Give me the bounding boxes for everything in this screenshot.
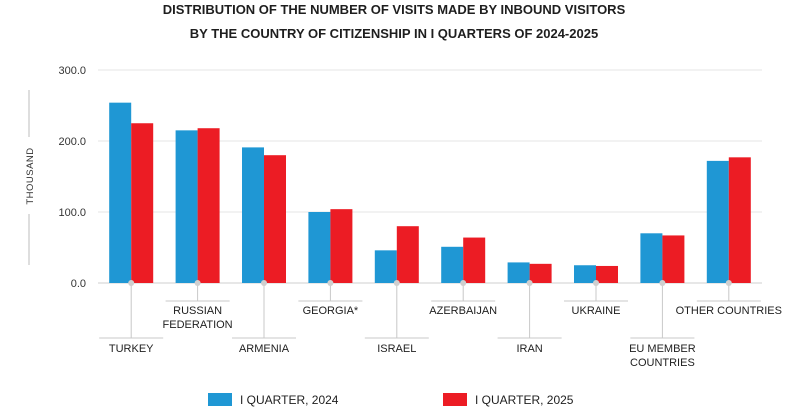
legend-label-0: I QUARTER, 2024 — [240, 393, 339, 407]
bar-i-quarter-2024-1 — [175, 130, 198, 283]
legend: I QUARTER, 2024 I QUARTER, 2025 — [208, 393, 574, 407]
chart-title-line-1: DISTRIBUTION OF THE NUMBER OF VISITS MAD… — [163, 2, 626, 17]
y-axis-title-text: THOUSAND — [25, 147, 36, 204]
bar-i-quarter-2024-2 — [242, 147, 264, 283]
category-label: ISRAEL — [377, 343, 416, 355]
legend-swatch-0 — [208, 393, 232, 406]
bar-i-quarter-2025-9 — [728, 157, 751, 283]
bar-i-quarter-2024-0 — [109, 102, 132, 283]
category-marker — [460, 280, 467, 286]
category-label: IRAN — [516, 343, 542, 355]
category-marker — [725, 280, 732, 286]
y-axis: 0.0 100.0 200.0 300.0 — [58, 65, 86, 290]
category-label: ARMENIA — [239, 343, 290, 355]
bar-i-quarter-2024-8 — [640, 233, 663, 283]
bar-i-quarter-2024-6 — [507, 262, 530, 283]
y-tick-label: 100.0 — [58, 207, 86, 219]
y-tick-label: 0.0 — [71, 278, 86, 290]
category-marker — [327, 280, 334, 286]
category-marker — [261, 280, 267, 286]
category-marker — [393, 280, 400, 286]
category-marker — [526, 280, 533, 286]
bar-i-quarter-2025-2 — [264, 155, 286, 283]
category-label: TURKEY — [109, 343, 154, 355]
category-label: EU MEMBER COUNTRIES — [629, 343, 696, 369]
bar-i-quarter-2024-4 — [374, 250, 397, 283]
bar-i-quarter-2025-6 — [529, 263, 552, 283]
bar-i-quarter-2024-5 — [441, 246, 464, 283]
bars — [109, 102, 751, 283]
category-marker — [659, 280, 666, 286]
bar-i-quarter-2024-3 — [308, 212, 331, 283]
category-marker — [128, 280, 135, 286]
bar-i-quarter-2025-3 — [330, 209, 353, 283]
legend-swatch-1 — [443, 393, 467, 406]
chart-title-line-2: BY THE COUNTRY OF CITIZENSHIP IN I QUART… — [190, 26, 598, 41]
bar-i-quarter-2025-8 — [662, 235, 685, 283]
category-label: OTHER COUNTRIES — [676, 305, 782, 317]
category-labels: TURKEY RUSSIAN FEDERATION ARMENIA GEORGIA* IS… — [99, 280, 782, 369]
bar-i-quarter-2025-7 — [596, 265, 618, 283]
bar-i-quarter-2025-1 — [197, 128, 220, 283]
category-label: UKRAINE — [572, 305, 621, 317]
y-axis-title: THOUSAND — [25, 90, 36, 265]
category-label: AZERBAIJAN — [429, 305, 497, 317]
chart-title: DISTRIBUTION OF THE NUMBER OF VISITS MAD… — [163, 2, 626, 41]
category-marker — [194, 280, 201, 286]
y-tick-label: 200.0 — [58, 136, 86, 148]
y-tick-label: 300.0 — [58, 65, 86, 77]
legend-label-1: I QUARTER, 2025 — [475, 393, 574, 407]
bar-i-quarter-2024-9 — [706, 160, 729, 283]
category-marker — [593, 280, 599, 286]
bar-i-quarter-2025-0 — [131, 123, 154, 283]
bar-i-quarter-2025-4 — [396, 226, 419, 283]
bar-i-quarter-2024-7 — [574, 265, 596, 283]
bar-i-quarter-2025-5 — [463, 237, 486, 283]
category-label: RUSSIAN FEDERATION — [163, 305, 233, 331]
category-label: GEORGIA* — [303, 305, 359, 317]
